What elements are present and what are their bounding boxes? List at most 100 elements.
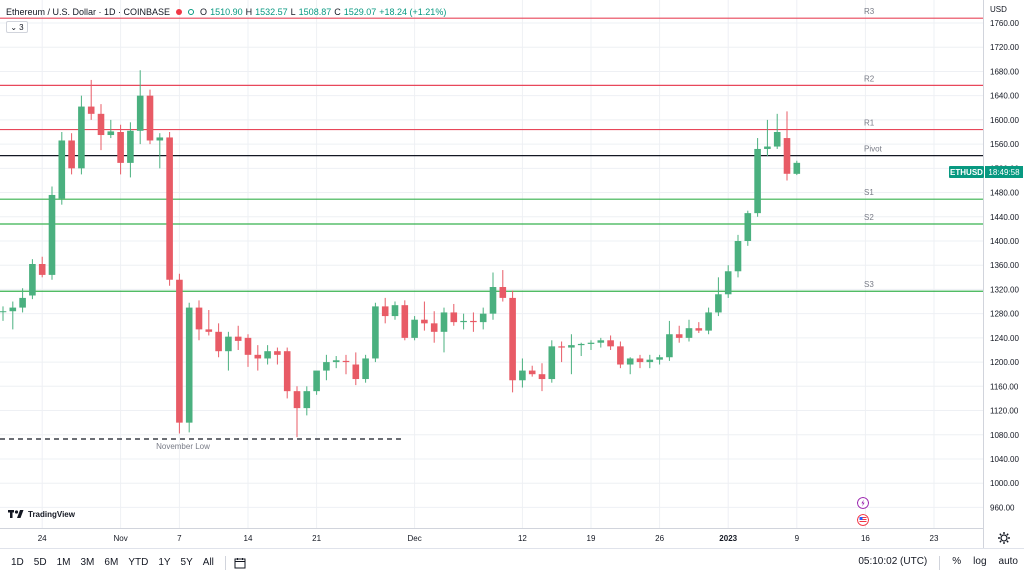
auto-scale-toggle[interactable]: auto bbox=[998, 556, 1018, 567]
price-chart[interactable]: R3 R2 R1 Pivot S1 S2 S3 November Low 960.00 100… bbox=[0, 0, 1024, 548]
candle-body bbox=[685, 328, 693, 338]
candle-body bbox=[783, 138, 791, 174]
candle-body bbox=[234, 336, 242, 341]
candle-body bbox=[215, 331, 222, 352]
candle-body bbox=[401, 305, 409, 338]
chevron-down-icon: ⌄ bbox=[10, 22, 18, 32]
close-label: C bbox=[334, 7, 341, 17]
candle-body bbox=[724, 271, 732, 295]
candle-body bbox=[734, 240, 742, 272]
candle-body bbox=[332, 360, 340, 363]
chart-legend: Ethereum / U.S. Dollar · 1D · COINBASE O… bbox=[6, 5, 446, 19]
x-tick-label: 14 bbox=[244, 534, 253, 543]
y-tick-label: 1040.00 bbox=[990, 455, 1019, 464]
candle-body bbox=[744, 213, 752, 241]
x-tick-label: Dec bbox=[407, 534, 421, 543]
candle-body bbox=[568, 345, 575, 348]
candle-body bbox=[499, 287, 507, 298]
candle-body bbox=[626, 358, 634, 365]
us-flag-icon[interactable] bbox=[857, 514, 869, 526]
x-tick-label: 16 bbox=[861, 534, 870, 543]
x-tick-label: Nov bbox=[113, 534, 127, 543]
bottom-right-controls: 05:10:02 (UTC) % log auto bbox=[858, 556, 1018, 570]
candle-body bbox=[48, 194, 56, 275]
candle-body bbox=[107, 131, 115, 136]
y-tick-label: 1360.00 bbox=[990, 261, 1019, 270]
candle-body bbox=[362, 358, 369, 380]
candle-body bbox=[705, 312, 712, 331]
toolbar-divider bbox=[224, 555, 226, 570]
y-tick-label: 1280.00 bbox=[990, 310, 1019, 319]
candle-body bbox=[156, 137, 164, 141]
indicators-toggle[interactable]: ⌄ 3 bbox=[6, 21, 28, 33]
indicator-count: 3 bbox=[19, 22, 24, 32]
y-tick-label: 1120.00 bbox=[990, 407, 1019, 416]
ohlc-values: O 1510.90 H 1532.57 L 1508.87 C 1529.07 +18.… bbox=[200, 7, 446, 17]
candle-body bbox=[666, 334, 673, 358]
y-tick-label: 1720.00 bbox=[990, 43, 1019, 52]
utc-clock[interactable]: 05:10:02 (UTC) bbox=[858, 556, 928, 567]
candle-body bbox=[323, 362, 330, 371]
candle-body bbox=[450, 312, 458, 323]
y-tick-label: 1400.00 bbox=[990, 237, 1019, 246]
lightning-icon[interactable] bbox=[857, 497, 869, 509]
y-tick-label: 1320.00 bbox=[990, 285, 1019, 294]
x-tick-label: 12 bbox=[518, 534, 527, 543]
symbol-title[interactable]: Ethereum / U.S. Dollar · 1D · COINBASE bbox=[6, 7, 171, 17]
candles bbox=[0, 70, 801, 438]
range-button-1d[interactable]: 1D bbox=[11, 557, 24, 568]
currency-label[interactable]: USD bbox=[990, 5, 1007, 14]
bar-countdown: 18:49:58 bbox=[985, 166, 1023, 178]
y-tick-label: 960.00 bbox=[990, 503, 1015, 512]
range-button-ytd[interactable]: YTD bbox=[128, 557, 149, 568]
candle-body bbox=[303, 391, 311, 409]
range-button-6m[interactable]: 6M bbox=[104, 557, 119, 568]
candle-body bbox=[411, 319, 418, 338]
candle-body bbox=[78, 106, 85, 169]
candle-body bbox=[440, 312, 448, 332]
y-tick-label: 1200.00 bbox=[990, 358, 1019, 367]
candle-body bbox=[117, 132, 124, 163]
high-value: 1532.57 bbox=[255, 7, 288, 17]
candle-body bbox=[519, 370, 526, 381]
range-button-5y[interactable]: 5Y bbox=[180, 557, 193, 568]
level-label-s2: S2 bbox=[864, 213, 874, 222]
toolbar-divider-right bbox=[939, 556, 941, 570]
x-tick-label: 9 bbox=[795, 534, 800, 543]
level-label-r1: R1 bbox=[864, 119, 875, 128]
open-value: 1510.90 bbox=[210, 7, 243, 17]
candle-body bbox=[97, 113, 105, 136]
percent-scale-toggle[interactable]: % bbox=[952, 556, 962, 567]
candle-body bbox=[185, 307, 193, 423]
candle-body bbox=[470, 320, 477, 323]
range-button-3m[interactable]: 3M bbox=[80, 557, 95, 568]
candle-body bbox=[793, 162, 801, 174]
candle-body bbox=[764, 146, 771, 149]
gear-icon[interactable] bbox=[997, 531, 1011, 545]
tradingview-watermark[interactable]: TradingView bbox=[8, 509, 75, 519]
range-button-all[interactable]: All bbox=[202, 557, 214, 568]
range-button-5d[interactable]: 5D bbox=[33, 557, 47, 568]
candle-body bbox=[127, 130, 134, 163]
candle-body bbox=[176, 279, 183, 423]
level-label-s1: S1 bbox=[864, 188, 874, 197]
candle-body bbox=[195, 307, 203, 330]
candle-body bbox=[421, 319, 428, 324]
candle-body bbox=[264, 351, 271, 359]
low-value: 1508.87 bbox=[298, 7, 332, 17]
range-button-1m[interactable]: 1M bbox=[56, 557, 71, 568]
range-button-1y[interactable]: 1Y bbox=[158, 557, 171, 568]
y-tick-label: 1480.00 bbox=[990, 189, 1019, 198]
level-label-s3: S3 bbox=[864, 280, 874, 289]
high-label: H bbox=[245, 7, 253, 17]
calendar-icon[interactable] bbox=[234, 557, 246, 569]
candle-body bbox=[29, 264, 36, 296]
candle-body bbox=[587, 342, 595, 344]
candle-body bbox=[538, 374, 546, 380]
candle-body bbox=[313, 370, 320, 392]
candle-body bbox=[773, 132, 781, 147]
candle-body bbox=[754, 148, 761, 214]
candle-body bbox=[460, 320, 467, 323]
log-scale-toggle[interactable]: log bbox=[973, 556, 987, 567]
candle-body bbox=[558, 346, 565, 348]
